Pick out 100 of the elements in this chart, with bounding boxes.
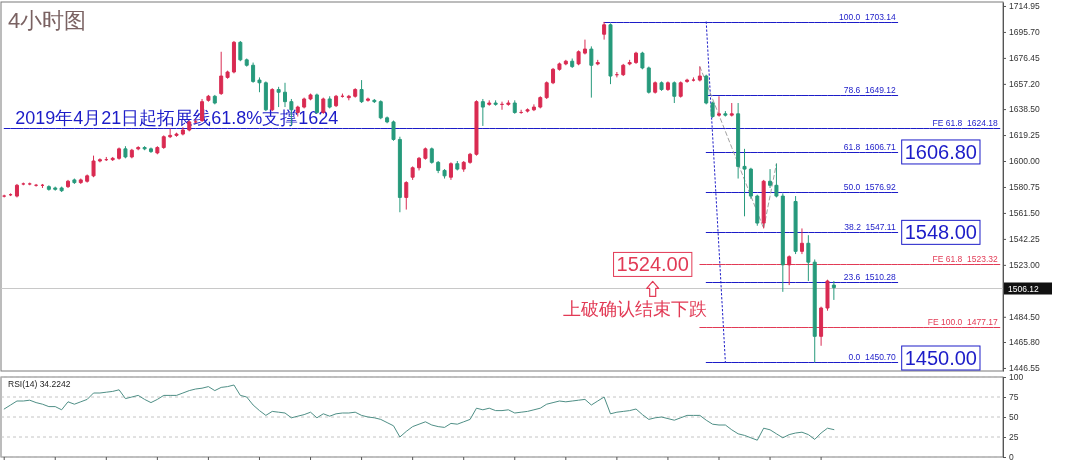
series-label: FE 61.8 1523.32 <box>932 254 999 264</box>
candlestick <box>787 254 792 286</box>
candlestick <box>251 62 256 84</box>
candlestick <box>646 66 651 95</box>
candlestick <box>302 97 307 109</box>
candlestick <box>716 95 721 117</box>
candlestick <box>334 94 339 108</box>
candlestick <box>123 145 128 159</box>
candlestick <box>327 95 332 109</box>
candlestick <box>148 147 153 154</box>
y-tick-label: 1600.00 <box>1009 156 1040 167</box>
candlestick <box>806 234 811 282</box>
candlestick <box>72 178 77 185</box>
candlestick <box>538 95 543 109</box>
candlestick <box>40 183 45 189</box>
y-tick-label: 1619.25 <box>1009 130 1040 141</box>
y-tick-label: 1638.50 <box>1009 104 1040 115</box>
candlestick <box>410 165 415 181</box>
candlestick <box>8 192 13 197</box>
annotation: 上破确认结束下跌 <box>562 299 707 320</box>
candlestick <box>455 160 460 171</box>
candlestick <box>404 180 409 211</box>
y-tick-label: 1446.55 <box>1009 363 1040 374</box>
annotation: 1606.80 <box>904 140 977 163</box>
candlestick <box>519 109 524 115</box>
candlestick <box>627 59 632 66</box>
candlestick <box>378 99 383 120</box>
y-tick-label: 25 <box>1009 432 1019 443</box>
candlestick <box>442 168 447 180</box>
candlestick <box>780 192 785 293</box>
y-tick-label: 0 <box>1009 452 1014 460</box>
candlestick <box>180 126 185 136</box>
candlestick <box>831 280 836 301</box>
candlestick <box>448 161 453 181</box>
candlestick <box>372 98 377 104</box>
candlestick <box>308 93 313 101</box>
candlestick <box>665 80 670 92</box>
y-tick-label: 1714.95 <box>1009 1 1040 12</box>
candlestick <box>819 306 824 347</box>
candlestick <box>697 66 702 82</box>
candlestick <box>544 80 549 100</box>
annotation: 1548.00 <box>904 221 977 244</box>
series-label: FE 100.0 1477.17 <box>927 317 999 327</box>
candlestick <box>704 74 709 105</box>
series-label: 23.6 1510.28 <box>843 272 896 282</box>
candlestick <box>551 67 556 85</box>
candlestick <box>570 58 575 69</box>
candlestick <box>640 51 645 70</box>
y-tick-label: 1657.20 <box>1009 79 1040 90</box>
candlestick <box>825 279 830 312</box>
candlestick <box>27 182 32 186</box>
candlestick <box>576 49 581 66</box>
candlestick <box>117 147 122 161</box>
candlestick <box>812 258 817 363</box>
candlestick <box>417 156 422 171</box>
y-tick-label: 1695.70 <box>1009 27 1040 38</box>
candlestick <box>212 94 217 105</box>
y-tick-label: 100 <box>1009 372 1024 383</box>
candlestick <box>755 194 760 227</box>
candlestick <box>97 157 102 163</box>
candlestick <box>595 59 600 66</box>
candlestick <box>582 39 587 55</box>
candlestick <box>174 132 179 138</box>
candlestick <box>525 107 530 113</box>
candlestick <box>257 76 262 93</box>
series-label: FE 61.8 1624.18 <box>932 118 999 128</box>
candlestick <box>21 182 26 186</box>
y-tick-label: 1542.25 <box>1009 234 1040 245</box>
candlestick <box>219 51 224 96</box>
candlestick <box>340 93 345 99</box>
candlestick <box>238 40 243 62</box>
candlestick <box>653 80 658 95</box>
y-tick-label: 1676.45 <box>1009 53 1040 64</box>
candlestick <box>512 99 517 115</box>
candlestick <box>129 148 134 159</box>
candlestick <box>231 40 236 74</box>
candlestick <box>66 179 71 189</box>
candlestick <box>168 128 173 139</box>
candlestick <box>85 174 90 184</box>
candlestick <box>104 156 109 162</box>
y-tick-label: 75 <box>1009 392 1019 403</box>
candlestick <box>736 102 741 180</box>
candlestick <box>155 145 160 155</box>
annotation: 1450.00 <box>904 347 977 369</box>
candlestick <box>436 160 441 174</box>
candlestick <box>136 145 141 151</box>
chart-title: RSI(14) 34.2242 <box>8 379 71 389</box>
candlestick <box>468 152 473 165</box>
candlestick <box>244 58 249 68</box>
series-label: 38.2 1547.11 <box>844 222 896 232</box>
candlestick <box>480 98 485 127</box>
y-tick-label: 1484.50 <box>1009 312 1040 322</box>
candlestick <box>742 148 747 217</box>
candlestick <box>385 116 390 124</box>
candlestick <box>729 102 734 117</box>
candlestick <box>774 163 779 198</box>
candlestick <box>353 87 358 99</box>
candlestick <box>276 86 281 108</box>
series-label: 0.0 1450.70 <box>848 352 896 362</box>
candlestick <box>659 80 664 92</box>
